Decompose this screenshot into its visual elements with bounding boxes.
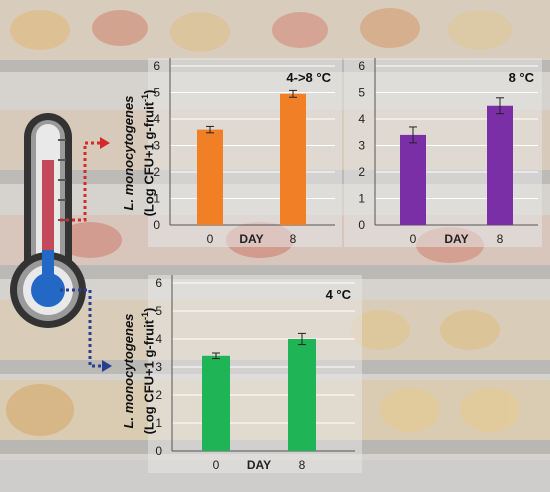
bar — [400, 134, 426, 225]
chart-title: 4->8 °C — [286, 70, 331, 85]
arrow-blue-head — [102, 360, 112, 372]
y-tick-label: 5 — [155, 304, 162, 318]
y-axis-species: L. monocytogenes — [121, 313, 136, 429]
chart-title: 8 °C — [509, 70, 535, 85]
x-tick-label: 8 — [497, 232, 504, 246]
chart-panel — [148, 58, 342, 247]
bar — [288, 339, 316, 451]
x-tick-label: 0 — [410, 232, 417, 246]
y-tick-label: 6 — [153, 59, 160, 73]
bar — [202, 355, 230, 451]
y-tick-label: 0 — [153, 218, 160, 232]
arrow-red-to-4-8 — [60, 141, 100, 222]
y-tick-label: 0 — [155, 444, 162, 458]
y-axis-unit: (Log CFU+1 g-fruit — [141, 319, 157, 435]
y-tick-label: 2 — [155, 388, 162, 402]
y-axis-sup: -1 — [140, 93, 150, 102]
y-tick-label: 6 — [155, 276, 162, 290]
x-tick-label: 0 — [213, 458, 220, 472]
arrow-blue-to-4 — [60, 288, 102, 368]
y-tick-label: 1 — [155, 416, 162, 430]
x-tick-label: 8 — [290, 232, 297, 246]
y-tick-label: 5 — [153, 86, 160, 100]
y-tick-label: 2 — [153, 165, 160, 179]
y-tick-label: 2 — [358, 165, 365, 179]
y-tick-label: 4 — [155, 332, 162, 346]
x-axis-label: DAY — [444, 232, 468, 246]
y-tick-label: 0 — [358, 218, 365, 232]
x-axis-label: DAY — [239, 232, 263, 246]
chart-title: 4 °C — [326, 287, 352, 302]
y-tick-label: 4 — [358, 112, 365, 126]
y-tick-label: 6 — [358, 59, 365, 73]
x-tick-label: 0 — [207, 232, 214, 246]
y-axis-label-top: L. monocytogenes (Log CFU+1 g-fruit-1) — [120, 68, 157, 238]
y-axis-species: L. monocytogenes — [121, 95, 136, 211]
y-axis-close: ) — [141, 307, 157, 312]
x-axis-label: DAY — [247, 458, 271, 472]
y-tick-label: 4 — [153, 112, 160, 126]
bar — [280, 93, 306, 225]
y-axis-sup: -1 — [140, 311, 150, 320]
bar — [487, 105, 513, 225]
y-axis-close: ) — [141, 89, 157, 94]
y-tick-label: 3 — [153, 139, 160, 153]
arrow-red-head — [100, 137, 110, 149]
y-tick-label: 3 — [155, 360, 162, 374]
chart-panel — [148, 275, 362, 473]
x-tick-label: 8 — [299, 458, 306, 472]
y-tick-label: 5 — [358, 86, 365, 100]
y-axis-unit: (Log CFU+1 g-fruit — [141, 101, 157, 217]
y-tick-label: 3 — [358, 139, 365, 153]
bar — [197, 129, 223, 225]
y-tick-label: 1 — [358, 192, 365, 206]
y-tick-label: 1 — [153, 192, 160, 206]
y-axis-label-bottom: L. monocytogenes (Log CFU+1 g-fruit-1) — [120, 286, 157, 456]
